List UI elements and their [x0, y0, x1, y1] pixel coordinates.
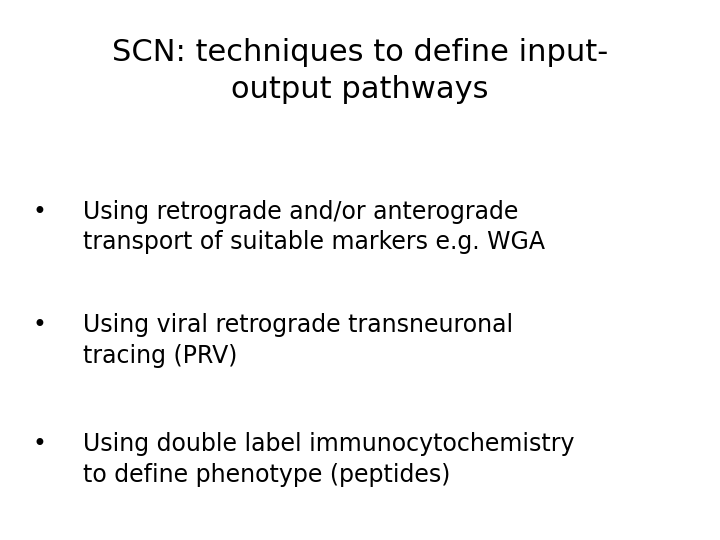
Text: Using double label immunocytochemistry
to define phenotype (peptides): Using double label immunocytochemistry t…: [83, 432, 575, 487]
Text: Using viral retrograde transneuronal
tracing (PRV): Using viral retrograde transneuronal tra…: [83, 313, 513, 368]
Text: •: •: [32, 432, 47, 456]
Text: Using retrograde and/or anterograde
transport of suitable markers e.g. WGA: Using retrograde and/or anterograde tran…: [83, 200, 545, 254]
Text: •: •: [32, 313, 47, 337]
Text: •: •: [32, 200, 47, 224]
Text: SCN: techniques to define input-
output pathways: SCN: techniques to define input- output …: [112, 38, 608, 104]
